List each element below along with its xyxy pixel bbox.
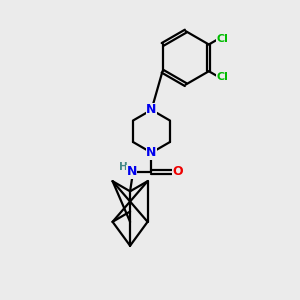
Text: N: N: [126, 166, 137, 178]
Text: N: N: [146, 103, 157, 116]
Text: N: N: [146, 146, 157, 159]
Text: H: H: [119, 162, 128, 172]
Text: O: O: [172, 166, 183, 178]
Text: Cl: Cl: [216, 72, 228, 82]
Text: Cl: Cl: [216, 34, 228, 44]
